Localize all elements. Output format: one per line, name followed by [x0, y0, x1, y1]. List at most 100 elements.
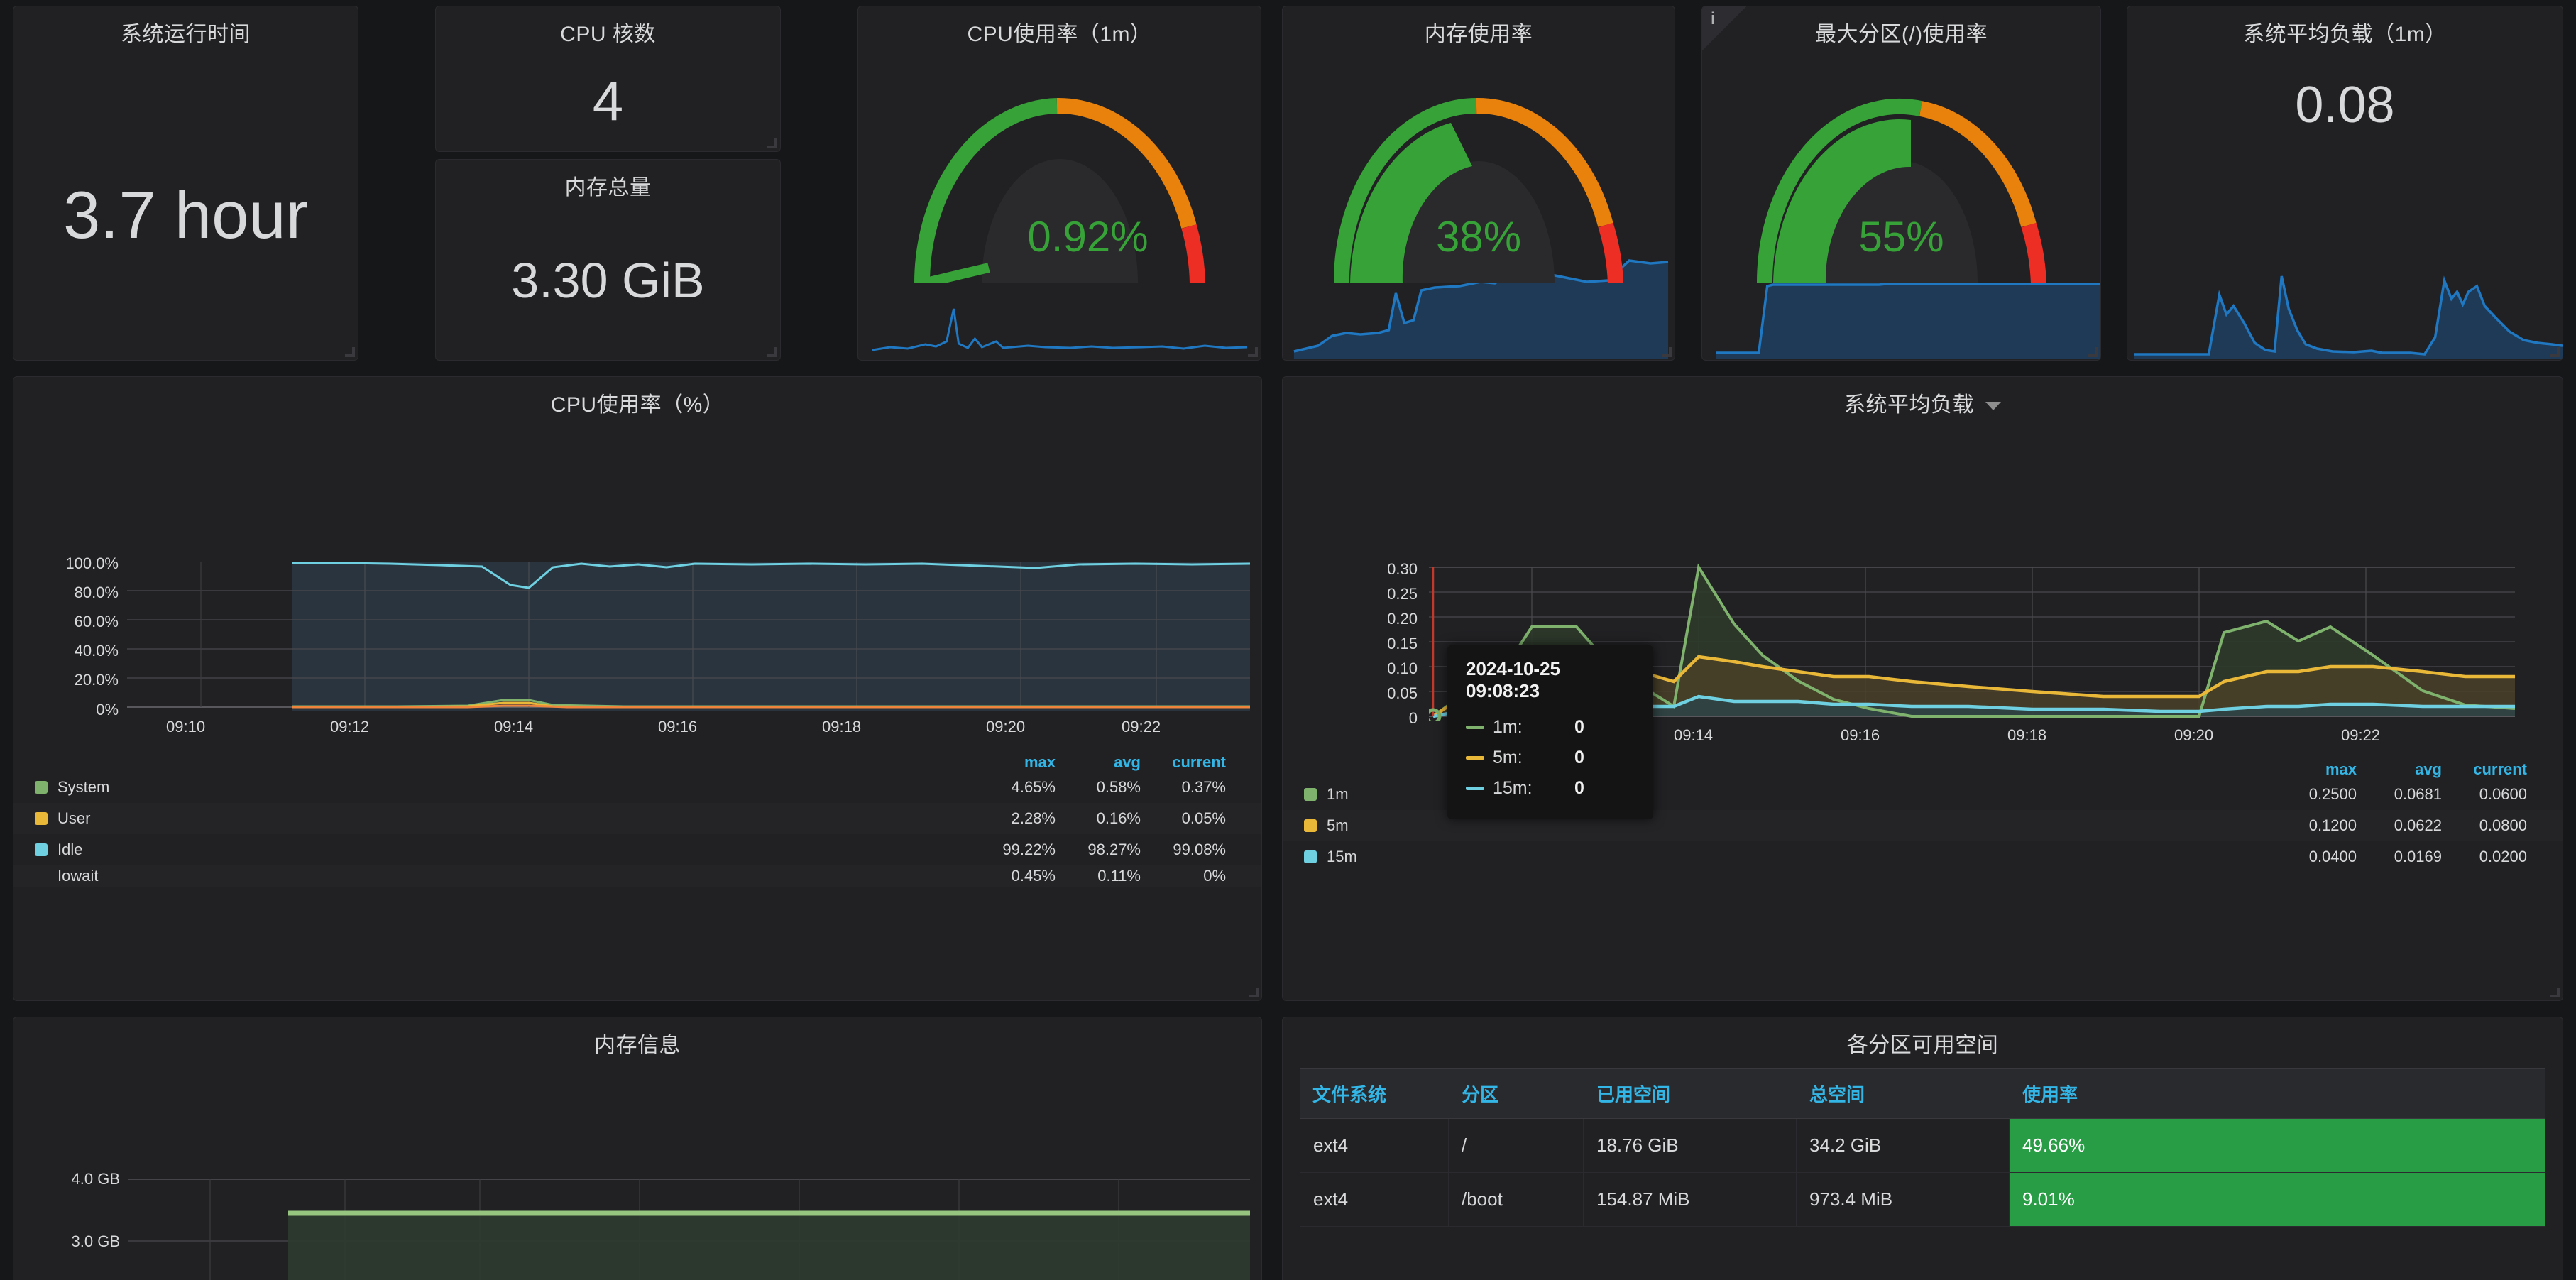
panel-disk-space-table[interactable]: 各分区可用空间 文件系统 分区 已用空间 总空间 使用率 ext4 / 18.7… — [1282, 1017, 2563, 1280]
cpu-ytick-60: 60.0% — [74, 613, 119, 630]
cpu-legend-head-current: current — [1172, 753, 1226, 771]
column-header-mount[interactable]: 分区 — [1462, 1084, 1499, 1105]
cpu-ytick-80: 80.0% — [74, 584, 119, 601]
load-legend-row-1m[interactable]: 1m 0.2500 0.0681 0.0600 — [1283, 779, 2563, 810]
tooltip-value: 0 — [1574, 717, 1584, 737]
cell-usage-pct: 49.66% — [2010, 1119, 2545, 1172]
resize-handle[interactable] — [2550, 988, 2560, 997]
disk-gauge-arc — [1756, 98, 2046, 283]
panel-cpu-cores-value: 4 — [592, 70, 624, 132]
panel-memory-info-graph[interactable]: 内存信息 4.0 GB 3.0 GB 2.0 GB — [13, 1017, 1262, 1280]
load-ytick-0: 0 — [1408, 709, 1418, 727]
cpu-legend-row-idle[interactable]: Idle 99.22% 98.27% 99.08% — [13, 834, 1261, 865]
cell-mount: / — [1449, 1119, 1584, 1172]
cpu-xtick-3: 09:16 — [658, 718, 698, 735]
load-legend-head-current: current — [2473, 760, 2527, 778]
panel-loadavg-stat[interactable]: 系统平均负载（1m） 0.08 — [2127, 6, 2563, 361]
panel-mem-usage-gauge[interactable]: 内存使用率 38% — [1282, 6, 1675, 361]
cpu-legend-row-user[interactable]: User 2.28% 0.16% 0.05% — [13, 803, 1261, 834]
cell-total: 34.2 GiB — [1797, 1119, 2010, 1172]
load-legend-head-max: max — [2325, 760, 2357, 778]
series-color-dash — [1466, 787, 1484, 790]
series-color-swatch — [35, 781, 48, 794]
cpu-gauge-arc — [914, 97, 1205, 283]
load-ytick-005: 0.05 — [1387, 684, 1418, 702]
series-max: 0.0400 — [2308, 848, 2357, 865]
panel-loadavg-stat-title: 系统平均负载（1m） — [2243, 23, 2447, 46]
column-header-usage[interactable]: 使用率 — [2022, 1084, 2078, 1105]
cpu-ytick-0: 0% — [96, 701, 119, 718]
panel-uptime-value: 3.7 hour — [63, 177, 308, 252]
series-color-swatch — [35, 812, 48, 825]
load-xtick-4: 09:20 — [2174, 726, 2214, 744]
disk-space-table: 文件系统 分区 已用空间 总空间 使用率 ext4 / 18.76 GiB 34… — [1300, 1068, 2545, 1227]
load-ytick-010: 0.10 — [1387, 660, 1418, 677]
series-color-swatch — [1304, 850, 1317, 863]
series-avg: 0.16% — [1096, 809, 1141, 827]
column-header-total[interactable]: 总空间 — [1809, 1084, 1865, 1105]
panel-mem-total-value: 3.30 GiB — [511, 253, 705, 308]
load-xtick-1: 09:14 — [1674, 726, 1714, 744]
load-ytick-015: 0.15 — [1387, 635, 1418, 652]
resize-handle[interactable] — [345, 347, 355, 357]
cell-used: 154.87 MiB — [1584, 1173, 1797, 1226]
series-name: Iowait — [57, 867, 99, 885]
load-xtick-2: 09:16 — [1841, 726, 1880, 744]
panel-disk-usage-gauge-title: 最大分区(/)使用率 — [1814, 23, 1988, 46]
panel-loadavg-graph-title-text: 系统平均负载 — [1844, 393, 1974, 417]
cpu-legend: max avg current System 4.65% 0.58% 0.37%… — [13, 753, 1261, 887]
panel-cpu-usage-graph-title: CPU使用率（%） — [550, 393, 725, 417]
chevron-down-icon[interactable] — [1985, 402, 2001, 411]
panel-cpu-usage-gauge[interactable]: CPU使用率（1m） 0.92% — [857, 6, 1261, 361]
series-current: 0% — [1203, 867, 1226, 885]
series-max: 0.45% — [1011, 867, 1056, 885]
tooltip-label: 15m: — [1493, 778, 1533, 798]
resize-handle[interactable] — [2088, 347, 2098, 357]
panel-cpu-cores[interactable]: CPU 核数 4 — [435, 6, 781, 152]
cell-used: 18.76 GiB — [1584, 1119, 1797, 1172]
series-color-dash — [1466, 726, 1484, 729]
resize-handle[interactable] — [767, 138, 777, 148]
panel-mem-total[interactable]: 内存总量 3.30 GiB — [435, 159, 781, 361]
column-header-used[interactable]: 已用空间 — [1596, 1084, 1671, 1105]
cpu-legend-row-iowait[interactable]: Iowait 0.45% 0.11% 0% — [13, 865, 1261, 887]
panel-cpu-cores-title: CPU 核数 — [560, 23, 656, 46]
series-current: 0.0200 — [2479, 848, 2527, 865]
series-current: 99.08% — [1173, 841, 1226, 858]
resize-handle[interactable] — [1248, 347, 1258, 357]
series-avg: 0.58% — [1096, 778, 1141, 796]
panel-uptime[interactable]: 系统运行时间 3.7 hour — [13, 6, 358, 361]
tooltip-timestamp: 2024-10-25 09:08:23 — [1466, 658, 1560, 701]
resize-handle[interactable] — [1249, 988, 1259, 997]
panel-memory-info-graph-title: 内存信息 — [594, 1034, 681, 1057]
load-ytick-025: 0.25 — [1387, 585, 1418, 603]
cell-mount: /boot — [1449, 1173, 1584, 1226]
panel-loadavg-graph-title: 系统平均负载 — [1283, 377, 2563, 418]
table-row[interactable]: ext4 / 18.76 GiB 34.2 GiB 49.66% — [1300, 1119, 2545, 1173]
resize-handle[interactable] — [767, 347, 777, 357]
series-avg: 0.0169 — [2394, 848, 2442, 865]
column-header-filesystem[interactable]: 文件系统 — [1312, 1084, 1387, 1105]
cell-filesystem: ext4 — [1300, 1173, 1449, 1226]
series-name: User — [57, 809, 91, 827]
series-current: 0.37% — [1181, 778, 1226, 796]
cpu-legend-row-system[interactable]: System 4.65% 0.58% 0.37% — [13, 772, 1261, 803]
load-legend-head-avg: avg — [2415, 760, 2442, 778]
cell-filesystem: ext4 — [1300, 1119, 1449, 1172]
load-legend-row-15m[interactable]: 15m 0.0400 0.0169 0.0200 — [1283, 841, 2563, 873]
resize-handle[interactable] — [2550, 347, 2560, 357]
panel-disk-usage-gauge[interactable]: i 最大分区(/)使用率 55% — [1701, 6, 2101, 361]
series-max: 4.65% — [1011, 778, 1056, 796]
panel-cpu-usage-graph[interactable]: CPU使用率（%） 100.0% 80.0% 60.0% 40.0% 20.0%… — [13, 376, 1262, 1001]
series-color-swatch — [1304, 788, 1317, 801]
panel-loadavg-graph[interactable]: 系统平均负载 0.30 0.25 0.20 0.15 0.10 0.05 0 — [1282, 376, 2563, 1001]
graph-tooltip: 2024-10-25 09:08:23 1m: 0 5m: 0 15m: 0 — [1447, 645, 1653, 819]
resize-handle[interactable] — [1662, 347, 1672, 357]
info-icon[interactable]: i — [1702, 6, 1746, 50]
load-xtick-5: 09:22 — [2341, 726, 2381, 744]
cpu-gauge-value: 0.92% — [1027, 213, 1149, 261]
loadavg-plot — [1429, 563, 2515, 721]
tooltip-row-15m: 15m: 0 — [1466, 773, 1635, 804]
table-row[interactable]: ext4 /boot 154.87 MiB 973.4 MiB 9.01% — [1300, 1173, 2545, 1227]
